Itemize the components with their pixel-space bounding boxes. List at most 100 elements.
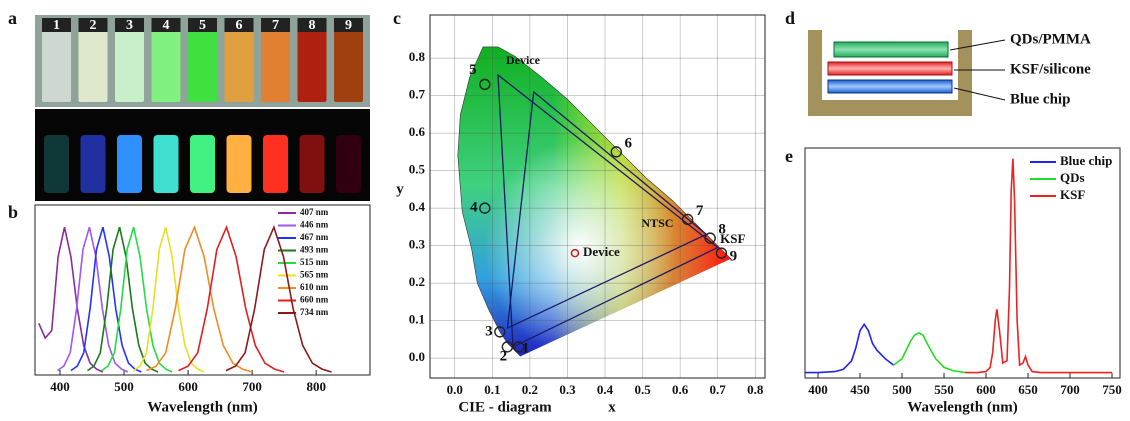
x-axis-label: x <box>608 399 616 415</box>
legend-label: KSF <box>1060 187 1085 202</box>
vial-label: 3 <box>126 18 133 33</box>
x-axis-label: Wavelength (nm) <box>147 399 257 415</box>
x-tick-label: 500 <box>892 382 912 397</box>
ksf-layer <box>828 62 952 75</box>
vial-label: 9 <box>345 18 352 33</box>
y-tick-label: 0.3 <box>409 237 426 252</box>
legend-label: 660 nm <box>300 295 329 305</box>
vial-label: 4 <box>163 18 170 33</box>
x-axis-label: Wavelength (nm) <box>907 399 1017 415</box>
series-line <box>134 227 205 372</box>
x-tick-label: 750 <box>1102 382 1122 397</box>
vial <box>79 30 108 102</box>
series-line <box>179 227 285 372</box>
vial-glow <box>117 135 142 193</box>
legend-label: 467 nm <box>300 232 329 242</box>
x-tick-label: 600 <box>976 382 996 397</box>
x-tick-label: 0.4 <box>597 382 614 397</box>
series-line <box>894 333 965 373</box>
y-tick-label: 0.4 <box>409 199 426 214</box>
x-tick-label: 0.6 <box>672 382 689 397</box>
point-label: 7 <box>696 203 704 219</box>
x-tick-label: 500 <box>114 379 134 394</box>
panel-label: e <box>785 146 793 166</box>
x-tick-label: 650 <box>1018 382 1038 397</box>
vial-glow <box>227 135 252 193</box>
chip-layer <box>828 80 952 93</box>
vial <box>42 30 71 102</box>
point-label: 3 <box>485 323 493 339</box>
series-line <box>805 324 893 372</box>
x-tick-label: 400 <box>808 382 828 397</box>
legend-label: 565 nm <box>300 270 329 280</box>
annotation: KSF <box>720 231 745 246</box>
triangle-label: NTSC <box>641 216 673 230</box>
x-tick-label: 700 <box>242 379 262 394</box>
series-line <box>57 227 128 372</box>
y-tick-label: 0.6 <box>409 124 426 139</box>
series-line <box>147 227 253 372</box>
triangle-label: Device <box>506 53 541 67</box>
vial-glow <box>263 135 288 193</box>
point-label: 6 <box>625 135 633 151</box>
vial <box>115 30 144 102</box>
legend-label: 446 nm <box>300 220 329 230</box>
vial-glow <box>190 135 215 193</box>
point-label: 4 <box>470 200 478 216</box>
legend-label: QDs <box>1060 170 1085 185</box>
y-tick-label: 0.5 <box>409 162 426 177</box>
panel-label: c <box>393 8 401 28</box>
caption: CIE - diagram <box>458 399 552 415</box>
vial <box>298 30 327 102</box>
legend-label: 493 nm <box>300 245 329 255</box>
point-label: 5 <box>469 62 477 78</box>
layer-label: QDs/PMMA <box>1010 31 1091 47</box>
x-tick-label: 0.0 <box>447 382 463 397</box>
series-line <box>102 227 173 372</box>
y-tick-label: 0.2 <box>409 274 425 289</box>
point-label: 9 <box>730 249 738 265</box>
vial-glow <box>154 135 179 193</box>
vial-label: 1 <box>53 18 60 33</box>
y-tick-label: 0.7 <box>409 87 426 102</box>
vial <box>188 30 217 102</box>
legend-label: 610 nm <box>300 282 329 292</box>
point-label: 2 <box>500 348 508 364</box>
point-label: 1 <box>522 340 530 356</box>
vial <box>225 30 254 102</box>
vial <box>152 30 181 102</box>
x-tick-label: 450 <box>850 382 870 397</box>
vial-glow <box>300 135 325 193</box>
x-tick-label: 400 <box>50 379 70 394</box>
x-tick-label: 0.3 <box>559 382 576 397</box>
vial-label: 7 <box>272 18 279 33</box>
legend-label: 407 nm <box>300 207 329 217</box>
vial <box>334 30 363 102</box>
legend-label: 515 nm <box>300 257 329 267</box>
x-tick-label: 0.1 <box>484 382 500 397</box>
legend-label: Blue chip <box>1060 153 1112 168</box>
vial-label: 6 <box>236 18 243 33</box>
vial-label: 2 <box>90 18 97 33</box>
series-line <box>965 159 1112 373</box>
y-tick-label: 0.1 <box>409 312 425 327</box>
vial-glow <box>44 135 69 193</box>
x-tick-label: 600 <box>178 379 198 394</box>
panel-label: d <box>785 8 795 28</box>
y-tick-label: 0.8 <box>409 49 426 64</box>
device-label: Device <box>583 244 620 259</box>
x-tick-label: 700 <box>1060 382 1080 397</box>
x-tick-label: 0.8 <box>747 382 764 397</box>
y-tick-label: 0.0 <box>409 349 425 364</box>
vial <box>261 30 290 102</box>
vial-glow <box>336 135 361 193</box>
layer-label: KSF/silicone <box>1010 61 1091 77</box>
page: {"panels": {"a": "a", "b": "b", "c": "c"… <box>0 0 1130 416</box>
vial-glow <box>81 135 106 193</box>
legend-label: 734 nm <box>300 307 329 317</box>
x-tick-label: 0.7 <box>710 382 727 397</box>
vial-label: 8 <box>309 18 316 33</box>
x-tick-label: 0.2 <box>522 382 538 397</box>
figure: a b c d e QDs/PMMA KSF/silicone Blue chi… <box>0 0 1130 416</box>
qd-layer <box>834 42 948 57</box>
